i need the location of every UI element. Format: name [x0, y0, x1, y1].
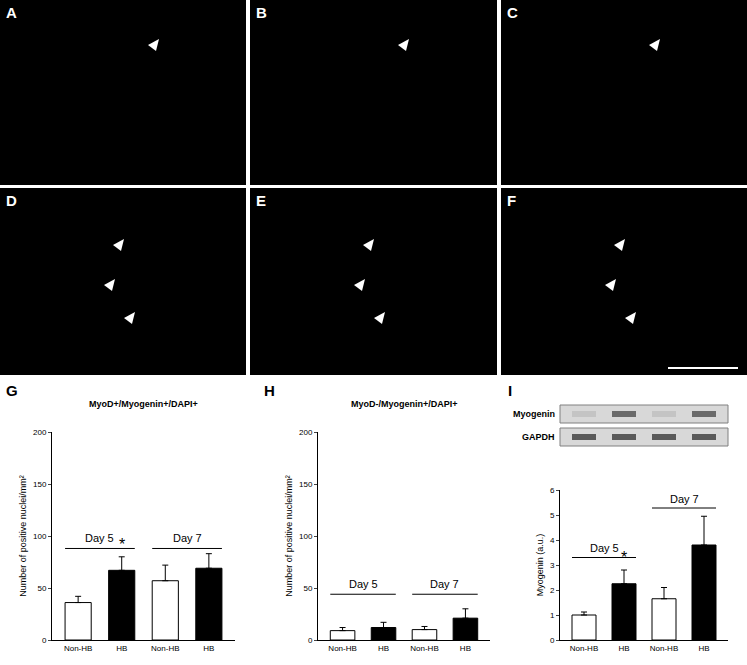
svg-text:*: *: [119, 536, 125, 553]
svg-text:0: 0: [550, 636, 555, 645]
svg-text:HB: HB: [618, 644, 629, 653]
svg-text:E: E: [256, 192, 266, 209]
svg-text:Non-HB: Non-HB: [328, 644, 356, 653]
svg-text:2: 2: [550, 586, 555, 595]
svg-text:5: 5: [550, 511, 555, 520]
svg-text:MyoD-/Myogenin+/DAPI+: MyoD-/Myogenin+/DAPI+: [351, 399, 458, 409]
svg-text:HB: HB: [460, 644, 471, 653]
svg-text:Day 5: Day 5: [590, 542, 619, 554]
svg-text:50: 50: [37, 584, 46, 593]
svg-text:50: 50: [303, 584, 312, 593]
svg-text:1: 1: [550, 611, 555, 620]
svg-text:150: 150: [33, 480, 47, 489]
svg-text:Day 5: Day 5: [85, 532, 114, 544]
svg-text:C: C: [507, 4, 518, 21]
svg-text:4: 4: [550, 536, 555, 545]
svg-text:MyoD+/Myogenin+/DAPI+: MyoD+/Myogenin+/DAPI+: [89, 399, 198, 409]
svg-text:Day 7: Day 7: [670, 493, 699, 505]
svg-text:Number of positive nuclei/mm²: Number of positive nuclei/mm²: [284, 475, 294, 597]
svg-text:Day 7: Day 7: [430, 578, 459, 590]
svg-text:Day 7: Day 7: [173, 532, 202, 544]
svg-text:100: 100: [33, 532, 47, 541]
svg-text:3: 3: [550, 561, 555, 570]
svg-text:200: 200: [299, 428, 313, 437]
svg-text:150: 150: [299, 480, 313, 489]
svg-text:Myogenin (a.u.): Myogenin (a.u.): [535, 534, 545, 597]
svg-text:Non-HB: Non-HB: [410, 644, 438, 653]
svg-text:100: 100: [299, 532, 313, 541]
svg-text:Number of positive nuclei/mm²: Number of positive nuclei/mm²: [18, 475, 28, 597]
svg-text:HB: HB: [378, 644, 389, 653]
svg-text:HB: HB: [203, 644, 214, 653]
svg-text:HB: HB: [116, 644, 127, 653]
svg-text:0: 0: [308, 636, 313, 645]
svg-text:HB: HB: [698, 644, 709, 653]
svg-text:A: A: [6, 4, 17, 21]
svg-text:Day 5: Day 5: [349, 578, 378, 590]
svg-text:B: B: [256, 4, 267, 21]
svg-text:Non-HB: Non-HB: [64, 644, 92, 653]
svg-text:6: 6: [550, 486, 555, 495]
svg-text:Non-HB: Non-HB: [570, 644, 598, 653]
svg-text:0: 0: [42, 636, 47, 645]
svg-text:F: F: [507, 192, 516, 209]
svg-text:H: H: [264, 382, 275, 399]
svg-text:200: 200: [33, 428, 47, 437]
svg-text:*: *: [621, 549, 627, 566]
svg-text:D: D: [6, 192, 17, 209]
svg-text:GAPDH: GAPDH: [522, 432, 555, 442]
svg-text:Non-HB: Non-HB: [650, 644, 678, 653]
svg-text:G: G: [6, 382, 18, 399]
svg-text:I: I: [508, 382, 512, 399]
svg-text:Myogenin: Myogenin: [513, 409, 555, 419]
svg-text:Non-HB: Non-HB: [151, 644, 179, 653]
